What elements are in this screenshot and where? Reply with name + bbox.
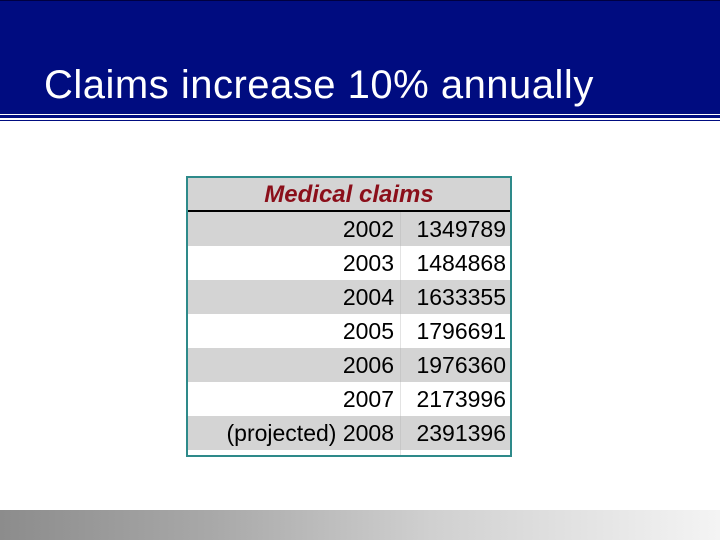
row-value: 2173996 xyxy=(416,386,506,412)
table-row: (projected) 2008 2391396 xyxy=(188,416,510,450)
table-body: 2002 1349789 2003 1484868 2004 1633355 2… xyxy=(188,212,510,450)
row-year: (projected) 2008 xyxy=(226,420,395,446)
table-row: 2006 1976360 xyxy=(188,348,510,382)
table-row: 2005 1796691 xyxy=(188,314,510,348)
row-year: 2004 xyxy=(342,284,394,310)
row-year: 2003 xyxy=(342,250,394,276)
table-row: 2004 1633355 xyxy=(188,280,510,314)
title-underline-thick xyxy=(0,115,720,118)
medical-claims-table: Medical claims 2002 1349789 2003 1484868… xyxy=(186,176,512,457)
row-value: 1796691 xyxy=(416,318,506,344)
column-divider xyxy=(400,212,401,455)
table-header: Medical claims xyxy=(188,178,510,212)
row-value: 1484868 xyxy=(416,250,506,276)
row-value: 1349789 xyxy=(416,216,506,242)
row-year: 2006 xyxy=(342,352,394,378)
table-row: 2003 1484868 xyxy=(188,246,510,280)
row-value: 1976360 xyxy=(416,352,506,378)
title-underline-thin xyxy=(0,120,720,121)
row-year: 2005 xyxy=(342,318,394,344)
footer-gradient-bar xyxy=(0,510,720,540)
table-row: 2007 2173996 xyxy=(188,382,510,416)
row-value: 2391396 xyxy=(416,420,506,446)
row-year: 2002 xyxy=(342,216,394,242)
row-year: 2007 xyxy=(342,386,394,412)
title-bar: Claims increase 10% annually xyxy=(0,0,720,114)
table-row: 2002 1349789 xyxy=(188,212,510,246)
table-header-label: Medical claims xyxy=(264,181,434,208)
slide-title: Claims increase 10% annually xyxy=(44,63,594,107)
row-value: 1633355 xyxy=(416,284,506,310)
